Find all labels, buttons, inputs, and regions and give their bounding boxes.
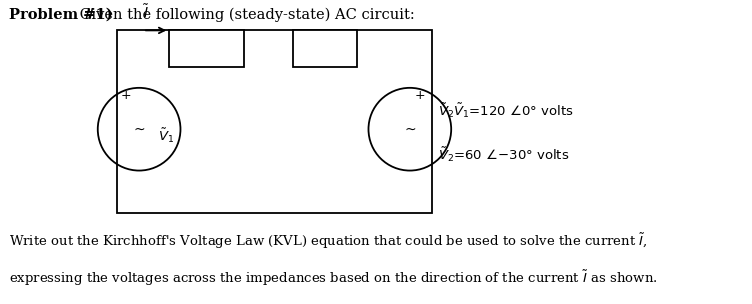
- Bar: [293, 30, 357, 67]
- Text: Problem #1): Problem #1): [9, 8, 113, 22]
- Text: Given the following (steady-state) AC circuit:: Given the following (steady-state) AC ci…: [75, 8, 415, 22]
- Text: 30+j40: 30+j40: [185, 35, 229, 47]
- Text: expressing the voltages across the impedances based on the direction of the curr: expressing the voltages across the imped…: [9, 268, 657, 288]
- Text: ~: ~: [133, 122, 145, 136]
- Text: $\tilde{V}_2$=60 $\angle$$-$30° volts: $\tilde{V}_2$=60 $\angle$$-$30° volts: [438, 146, 569, 164]
- Text: $\tilde{V}_2\tilde{V}_1$=120 $\angle$0° volts: $\tilde{V}_2\tilde{V}_1$=120 $\angle$0° …: [438, 102, 573, 120]
- Bar: [117, 30, 432, 213]
- Text: Ohms: Ohms: [190, 54, 224, 67]
- Text: $\tilde{I}$: $\tilde{I}$: [143, 3, 149, 21]
- Text: +: +: [415, 89, 426, 102]
- Text: ~: ~: [404, 122, 416, 136]
- Text: Write out the Kirchhoff's Voltage Law (KVL) equation that could be used to solve: Write out the Kirchhoff's Voltage Law (K…: [9, 232, 647, 251]
- Text: Ohms: Ohms: [308, 54, 342, 67]
- Text: -j20: -j20: [314, 35, 336, 47]
- Text: $\tilde{V}_1$: $\tilde{V}_1$: [158, 126, 174, 145]
- Bar: [169, 30, 244, 67]
- Text: +: +: [120, 89, 131, 102]
